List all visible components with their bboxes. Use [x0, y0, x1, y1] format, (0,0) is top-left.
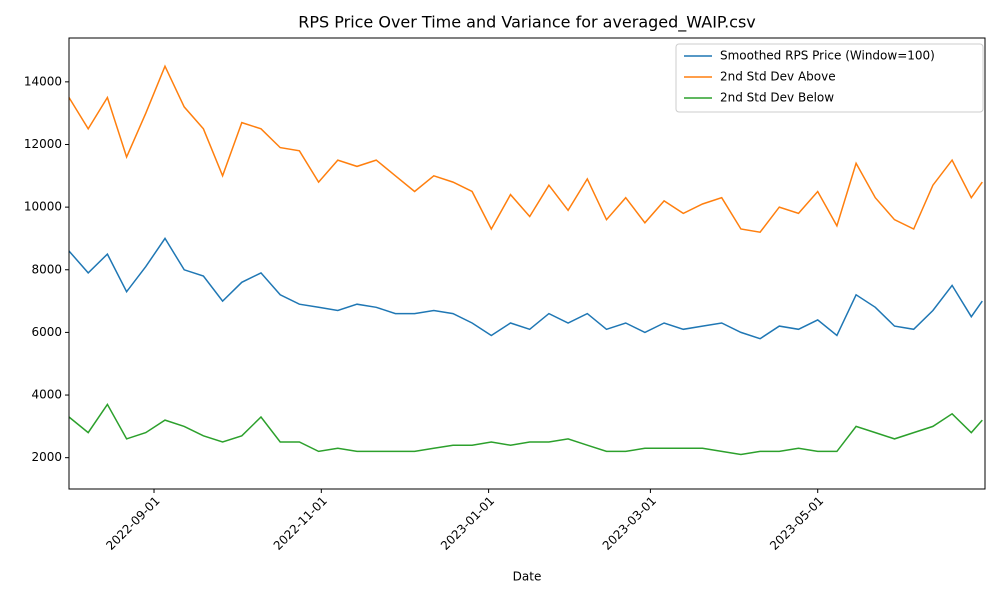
- x-tick-label: 2023-03-01: [600, 494, 659, 553]
- legend-label: 2nd Std Dev Below: [720, 91, 834, 105]
- y-tick-label: 2000: [31, 450, 62, 464]
- y-tick-label: 8000: [31, 262, 62, 276]
- x-tick-label: 2023-05-01: [767, 494, 826, 553]
- plot-frame: [68, 37, 986, 490]
- legend-box: [675, 43, 984, 113]
- series-line: [68, 64, 983, 234]
- legend-label: Smoothed RPS Price (Window=100): [720, 49, 935, 63]
- series-line: [68, 237, 983, 340]
- y-tick-label: 10000: [24, 200, 62, 214]
- legend-label: 2nd Std Dev Above: [720, 70, 836, 84]
- x-tick-label: 2022-11-01: [271, 494, 330, 553]
- x-tick-label: 2023-01-01: [438, 494, 497, 553]
- x-tick-label: 2022-09-01: [103, 494, 162, 553]
- chart-title: RPS Price Over Time and Variance for ave…: [298, 13, 756, 33]
- y-tick-label: 14000: [24, 74, 62, 88]
- x-axis-label: Date: [513, 570, 542, 584]
- y-tick-label: 4000: [31, 388, 62, 402]
- legend: Smoothed RPS Price (Window=100) 2nd Std D…: [675, 43, 984, 113]
- y-tick-label: 6000: [31, 325, 62, 339]
- y-tick-label: 12000: [24, 137, 62, 151]
- series-line: [68, 402, 983, 456]
